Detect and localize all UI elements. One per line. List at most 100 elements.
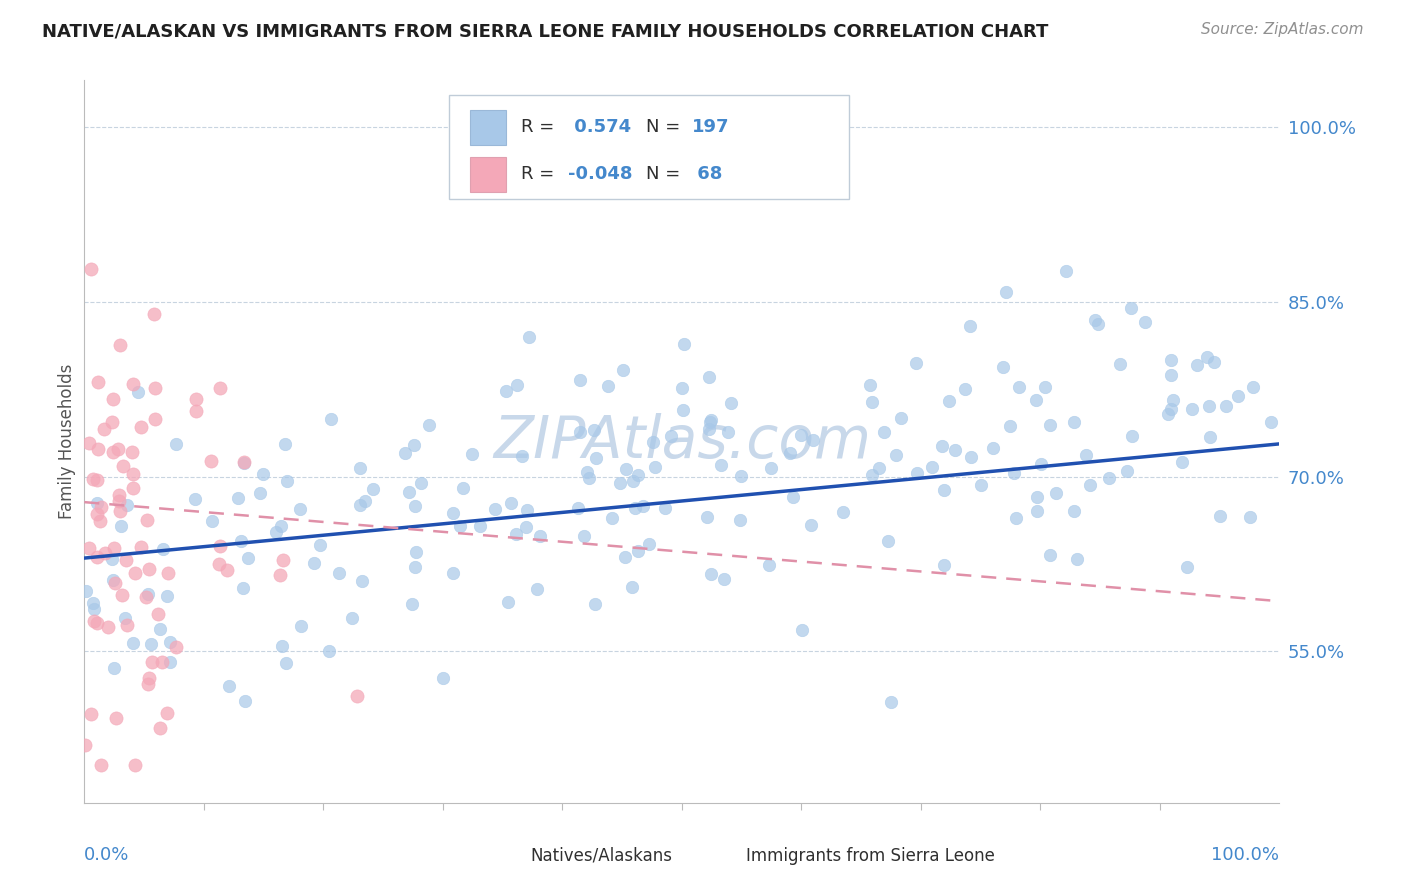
- Point: [782, 491, 804, 505]
- Point: [461, 447, 484, 461]
- Text: Natives/Alaskans: Natives/Alaskans: [530, 847, 672, 865]
- Point: [921, 459, 943, 474]
- Text: 100.0%: 100.0%: [1212, 847, 1279, 864]
- Point: [1119, 301, 1142, 315]
- Point: [131, 540, 153, 554]
- Point: [1084, 313, 1107, 327]
- Point: [728, 513, 751, 527]
- Point: [449, 519, 471, 533]
- Point: [103, 661, 125, 675]
- Point: [526, 582, 548, 597]
- Point: [101, 573, 124, 587]
- Point: [101, 551, 124, 566]
- Point: [232, 455, 254, 469]
- Point: [621, 580, 644, 594]
- Point: [1108, 357, 1130, 371]
- Point: [201, 514, 224, 528]
- Point: [87, 442, 110, 456]
- Text: ZIPAtlas.com: ZIPAtlas.com: [494, 413, 870, 470]
- Point: [138, 562, 160, 576]
- Point: [83, 614, 105, 628]
- Point: [77, 541, 100, 556]
- Point: [873, 425, 896, 440]
- Point: [124, 757, 146, 772]
- Point: [955, 382, 977, 396]
- Point: [624, 501, 647, 516]
- Point: [156, 590, 179, 604]
- Point: [868, 461, 890, 475]
- Point: [87, 375, 110, 389]
- Point: [394, 446, 416, 460]
- Point: [1025, 490, 1047, 504]
- Point: [600, 511, 623, 525]
- Point: [233, 694, 256, 708]
- Point: [572, 529, 595, 543]
- Point: [860, 468, 883, 483]
- Point: [905, 466, 928, 480]
- Point: [1116, 464, 1139, 478]
- Point: [800, 517, 823, 532]
- Point: [1202, 355, 1225, 369]
- Point: [232, 581, 254, 595]
- Point: [218, 679, 240, 693]
- Point: [627, 544, 650, 558]
- Text: 197: 197: [692, 119, 728, 136]
- Point: [1066, 551, 1088, 566]
- Point: [79, 435, 101, 450]
- Point: [136, 677, 159, 691]
- Point: [82, 472, 104, 486]
- Point: [1160, 353, 1182, 368]
- Point: [122, 481, 145, 495]
- Point: [697, 370, 720, 384]
- Point: [884, 449, 907, 463]
- Point: [208, 557, 231, 571]
- Point: [889, 411, 911, 425]
- Point: [1160, 368, 1182, 383]
- Point: [304, 556, 326, 570]
- Point: [83, 602, 105, 616]
- FancyBboxPatch shape: [449, 95, 849, 200]
- Point: [165, 437, 187, 451]
- Point: [346, 689, 368, 703]
- Point: [139, 637, 162, 651]
- Point: [1121, 429, 1143, 443]
- Point: [409, 476, 432, 491]
- Point: [124, 566, 146, 580]
- Point: [111, 588, 134, 602]
- Point: [129, 420, 152, 434]
- Point: [104, 575, 127, 590]
- Point: [484, 501, 506, 516]
- Point: [115, 498, 138, 512]
- Point: [138, 671, 160, 685]
- Point: [107, 442, 129, 456]
- Point: [186, 392, 208, 406]
- Point: [758, 558, 780, 572]
- Point: [612, 362, 634, 376]
- Point: [790, 624, 813, 638]
- Point: [152, 542, 174, 557]
- Point: [960, 450, 983, 464]
- Point: [1000, 419, 1022, 434]
- Point: [274, 437, 297, 451]
- Point: [1161, 392, 1184, 407]
- Point: [700, 567, 723, 582]
- Point: [183, 492, 205, 507]
- Point: [995, 285, 1018, 299]
- Point: [529, 529, 551, 543]
- Point: [931, 439, 953, 453]
- Point: [582, 423, 605, 437]
- Text: NATIVE/ALASKAN VS IMMIGRANTS FROM SIERRA LEONE FAMILY HOUSEHOLDS CORRELATION CHA: NATIVE/ALASKAN VS IMMIGRANTS FROM SIERRA…: [42, 22, 1049, 40]
- Point: [148, 607, 170, 622]
- Point: [252, 467, 274, 481]
- Point: [710, 458, 733, 473]
- Point: [349, 460, 371, 475]
- Point: [122, 467, 145, 481]
- Point: [441, 506, 464, 520]
- Point: [1160, 402, 1182, 417]
- Point: [142, 307, 165, 321]
- Text: Source: ZipAtlas.com: Source: ZipAtlas.com: [1201, 22, 1364, 37]
- Point: [319, 412, 342, 426]
- Point: [405, 544, 427, 558]
- Point: [340, 611, 363, 625]
- Point: [1078, 477, 1101, 491]
